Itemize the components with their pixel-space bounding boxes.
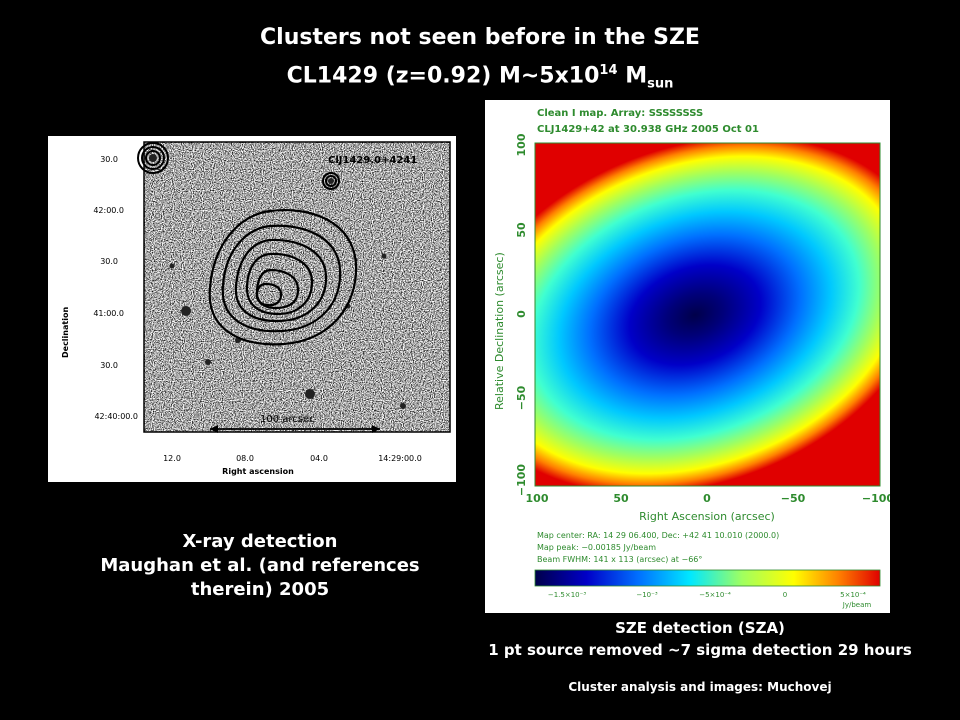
sze-map-frame	[534, 142, 881, 487]
sze-map-panel: Clean I map. Array: SSSSSSSS CLJ1429+42 …	[485, 100, 890, 613]
xray-y-tick: 30.0	[100, 155, 118, 164]
xray-y-tick: 41:00.0	[93, 309, 124, 318]
sze-map-info: Map center: RA: 14 29 06.400, Dec: +42 4…	[537, 531, 779, 564]
xray-caption-line: X-ray detection	[182, 531, 338, 552]
sze-header-line2: CLJ1429+42 at 30.938 GHz 2005 Oct 01	[537, 124, 759, 135]
xray-x-tick: 08.0	[236, 454, 254, 463]
xray-caption: X-ray detection Maughan et al. (and refe…	[60, 530, 460, 602]
xray-frame	[143, 141, 451, 433]
sze-info-line: Map center: RA: 14 29 06.400, Dec: +42 4…	[537, 531, 779, 540]
xray-y-axis-label: Declination	[61, 307, 70, 358]
xray-y-ticks: 30.0 42:00.0 30.0 41:00.0 30.0 42:40:00.…	[93, 155, 138, 421]
sze-colorbar-tick: 5×10⁻⁴	[840, 591, 866, 599]
xray-contours	[208, 209, 358, 346]
sze-header-line1: Clean I map. Array: SSSSSSSS	[537, 108, 703, 119]
xray-image-panel: ClJ1429.0+4241 100 arcsec 30.0 42:00.0 3…	[48, 136, 456, 482]
sze-map-plot: Clean I map. Array: SSSSSSSS CLJ1429+42 …	[485, 100, 890, 613]
sze-colorbar-tick: 0	[783, 591, 787, 599]
sze-info-line: Beam FWHM: 141 x 113 (arcsec) at −66°	[537, 555, 702, 564]
sze-colorbar-tick: −1.5×10⁻³	[548, 591, 586, 599]
xray-scale-bar	[210, 425, 380, 433]
sze-y-axis-label: Relative Declination (arcsec)	[493, 252, 506, 410]
sze-colorbar-unit: Jy/beam	[842, 601, 872, 609]
sze-info-line: Map peak: −0.00185 Jy/beam	[537, 543, 656, 552]
sze-x-tick: −100	[862, 492, 890, 505]
xray-caption-line: therein) 2005	[190, 579, 330, 600]
xray-y-tick: 30.0	[100, 361, 118, 370]
sze-colorbar-tick: −10⁻³	[636, 591, 657, 599]
subtitle-mass-symbol: M	[625, 63, 648, 89]
slide-subtitle: CL1429 (z=0.92) M~5x1014 Msun	[0, 57, 960, 99]
sze-decrement-map	[535, 143, 880, 486]
sze-colorbar-tick: −5×10⁻⁴	[699, 591, 731, 599]
slide-title: Clusters not seen before in the SZE	[260, 25, 700, 50]
sze-y-tick: 100	[515, 133, 528, 156]
sze-y-ticks: 100 50 0 −50 −100	[515, 133, 528, 496]
sze-colorbar	[534, 569, 881, 587]
sze-x-axis-label: Right Ascension (arcsec)	[639, 510, 775, 523]
sze-colorbar-ticks: −1.5×10⁻³ −10⁻³ −5×10⁻⁴ 0 5×10⁻⁴	[548, 591, 866, 599]
xray-scale-label: 100 arcsec	[260, 414, 315, 425]
xray-x-ticks: 12.0 08.0 04.0 14:29:00.0	[163, 454, 422, 463]
sze-y-tick: −100	[515, 464, 528, 497]
xray-y-tick: 42:00.0	[93, 206, 124, 215]
xray-y-tick: 30.0	[100, 257, 118, 266]
sze-y-tick: 50	[515, 222, 528, 238]
subtitle-mass-subscript: sun	[647, 76, 674, 92]
xray-x-tick: 14:29:00.0	[378, 454, 422, 463]
xray-contour-plot: ClJ1429.0+4241 100 arcsec 30.0 42:00.0 3…	[48, 136, 456, 482]
xray-x-tick: 04.0	[310, 454, 328, 463]
sze-x-tick: 50	[613, 492, 629, 505]
sze-x-ticks: 100 50 0 −50 −100	[526, 492, 890, 505]
sze-y-tick: −50	[515, 385, 528, 410]
sze-x-tick: 100	[526, 492, 549, 505]
xray-x-tick: 12.0	[163, 454, 181, 463]
credit-line: Cluster analysis and images: Muchovej	[568, 680, 832, 694]
xray-cluster-label: ClJ1429.0+4241	[328, 155, 417, 166]
sze-y-tick: 0	[515, 310, 528, 318]
subtitle-exponent: 14	[599, 63, 618, 78]
xray-point-source-contours	[137, 142, 340, 190]
xray-caption-line: Maughan et al. (and references	[100, 555, 420, 576]
sze-caption-line1: SZE detection (SZA)	[615, 619, 785, 637]
xray-x-axis-label: Right ascension	[222, 467, 294, 476]
sze-x-tick: 0	[703, 492, 711, 505]
sze-caption-line2: 1 pt source removed ~7 sigma detection 2…	[488, 641, 912, 659]
sze-x-tick: −50	[781, 492, 806, 505]
xray-y-tick: 42:40:00.0	[94, 412, 138, 421]
subtitle-text: CL1429 (z=0.92) M~5x10	[286, 63, 600, 89]
